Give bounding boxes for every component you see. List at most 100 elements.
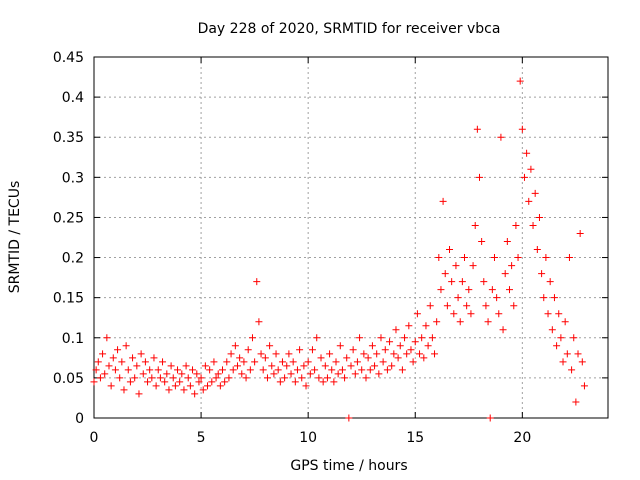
data-point <box>482 302 490 310</box>
data-point <box>300 362 308 370</box>
data-point <box>450 310 458 318</box>
data-point <box>321 362 329 370</box>
data-point <box>126 378 134 386</box>
data-point <box>191 390 199 398</box>
data-point <box>223 358 231 366</box>
data-point <box>150 354 158 362</box>
data-point <box>122 342 130 350</box>
data-point <box>171 382 179 390</box>
data-point <box>278 358 286 366</box>
data-point <box>107 382 115 390</box>
data-point <box>516 77 524 85</box>
data-point <box>330 378 338 386</box>
data-point <box>216 382 224 390</box>
data-point <box>315 374 323 382</box>
data-point <box>165 386 173 394</box>
data-point <box>371 362 379 370</box>
data-point <box>512 221 520 229</box>
data-point <box>214 370 222 378</box>
data-point <box>493 294 501 302</box>
data-point <box>411 338 419 346</box>
x-tick-label: 10 <box>299 430 317 446</box>
data-point <box>343 354 351 362</box>
data-point <box>383 366 391 374</box>
data-point <box>161 378 169 386</box>
data-point <box>486 414 494 422</box>
y-tick-label: 0.05 <box>53 371 84 387</box>
data-point <box>550 294 558 302</box>
data-point <box>392 326 400 334</box>
data-point <box>576 229 584 237</box>
data-point <box>236 354 244 362</box>
data-point <box>206 366 214 374</box>
data-point <box>246 366 254 374</box>
data-point <box>561 318 569 326</box>
data-point <box>189 366 197 374</box>
y-tick-label: 0.2 <box>62 251 84 267</box>
data-point <box>471 221 479 229</box>
data-point <box>572 398 580 406</box>
data-point <box>364 354 372 362</box>
data-point <box>409 358 417 366</box>
data-point <box>356 334 364 342</box>
data-point <box>345 414 353 422</box>
data-point <box>553 342 561 350</box>
data-point <box>476 173 483 181</box>
data-point <box>167 362 175 370</box>
data-point <box>154 366 162 374</box>
data-point <box>377 334 385 342</box>
data-point <box>94 358 102 366</box>
data-point <box>358 366 366 374</box>
data-point <box>531 189 539 197</box>
data-point <box>555 310 563 318</box>
data-point <box>148 374 156 382</box>
data-point <box>401 334 409 342</box>
data-point <box>443 302 451 310</box>
data-point <box>176 378 184 386</box>
data-point <box>159 358 167 366</box>
data-point <box>152 382 160 390</box>
data-point <box>242 374 250 382</box>
data-point <box>193 370 201 378</box>
data-point <box>281 374 289 382</box>
data-point <box>565 254 573 262</box>
data-point <box>431 350 439 358</box>
axis-ticks: 0 5 10 15 20 0 0.05 0.1 0.15 0.2 0.25 0.3 0.35 0.4 0.4… <box>53 50 608 446</box>
data-point <box>499 326 507 334</box>
data-point <box>109 354 117 362</box>
data-point <box>231 342 239 350</box>
data-point <box>473 125 481 133</box>
data-point <box>458 278 466 286</box>
data-point <box>296 346 304 354</box>
data-point <box>233 362 241 370</box>
data-point <box>182 362 190 370</box>
data-point <box>178 370 186 378</box>
data-point <box>229 366 237 374</box>
data-point <box>336 342 344 350</box>
data-point <box>396 342 404 350</box>
data-point <box>448 278 456 286</box>
data-point <box>416 350 424 358</box>
data-point <box>238 370 246 378</box>
data-point <box>446 246 454 254</box>
data-point <box>503 238 511 246</box>
data-point <box>255 318 263 326</box>
data-point <box>353 358 361 366</box>
x-tick-label: 0 <box>90 430 99 446</box>
data-point <box>523 149 531 157</box>
data-point <box>362 374 370 382</box>
data-point <box>276 378 284 386</box>
data-point <box>548 326 556 334</box>
data-point <box>274 366 282 374</box>
data-point <box>495 310 503 318</box>
data-point <box>302 382 310 390</box>
data-point <box>210 358 218 366</box>
data-point <box>441 270 449 278</box>
data-point <box>244 346 252 354</box>
data-point <box>386 338 394 346</box>
data-point <box>347 362 355 370</box>
data-point <box>546 278 554 286</box>
data-point <box>398 366 406 374</box>
data-point <box>285 350 293 358</box>
